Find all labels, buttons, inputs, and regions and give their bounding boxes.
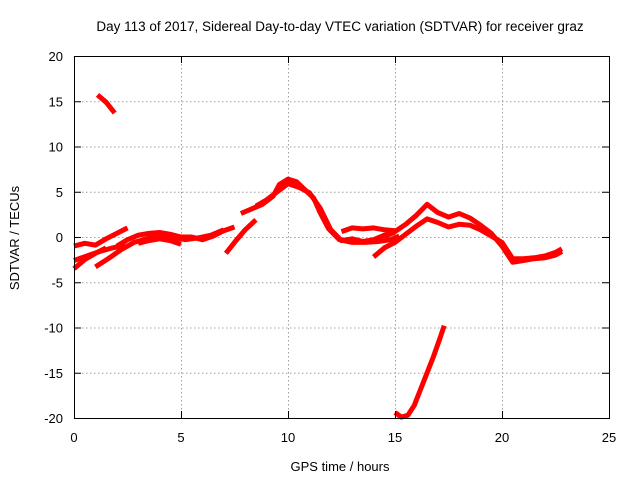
y-tick-label: -20 xyxy=(44,411,63,426)
y-tick-label: 20 xyxy=(49,49,63,64)
y-tick-label: -5 xyxy=(51,275,63,290)
x-tick-label: 20 xyxy=(495,430,509,445)
y-tick-label: 10 xyxy=(49,140,63,155)
series-arc-2 xyxy=(73,225,129,249)
series-arc-14 xyxy=(393,324,447,420)
y-tick-label: 5 xyxy=(56,185,63,200)
series-arc-1 xyxy=(95,92,117,115)
axis-ticks xyxy=(74,56,610,419)
series-arc-8 xyxy=(223,217,258,255)
y-tick-labels: -20 -15 -10 -5 0 5 10 15 20 xyxy=(44,49,63,426)
series-arc-11 xyxy=(340,225,396,234)
series-arc-7 xyxy=(137,236,182,247)
x-tick-label: 5 xyxy=(177,430,184,445)
y-axis-label: SDTVAR / TECUs xyxy=(7,185,22,290)
y-tick-label: -15 xyxy=(44,366,63,381)
y-tick-label: 15 xyxy=(49,94,63,109)
series-arc-5 xyxy=(94,227,225,270)
y-tick-label: -10 xyxy=(44,321,63,336)
chart-title: Day 113 of 2017, Sidereal Day-to-day VTE… xyxy=(96,19,583,34)
series-arc-4 xyxy=(73,242,126,263)
series-arc-6 xyxy=(115,224,236,249)
x-tick-label: 10 xyxy=(281,430,295,445)
x-tick-label: 15 xyxy=(388,430,402,445)
data-series xyxy=(72,92,564,420)
x-tick-label: 0 xyxy=(70,430,77,445)
y-tick-label: 0 xyxy=(56,230,63,245)
x-tick-labels: 0 5 10 15 20 25 xyxy=(70,430,616,445)
series-arc-13 xyxy=(383,201,564,265)
x-tick-label: 25 xyxy=(602,430,616,445)
series-arc-10 xyxy=(254,181,396,244)
x-axis-label: GPS time / hours xyxy=(291,459,390,474)
